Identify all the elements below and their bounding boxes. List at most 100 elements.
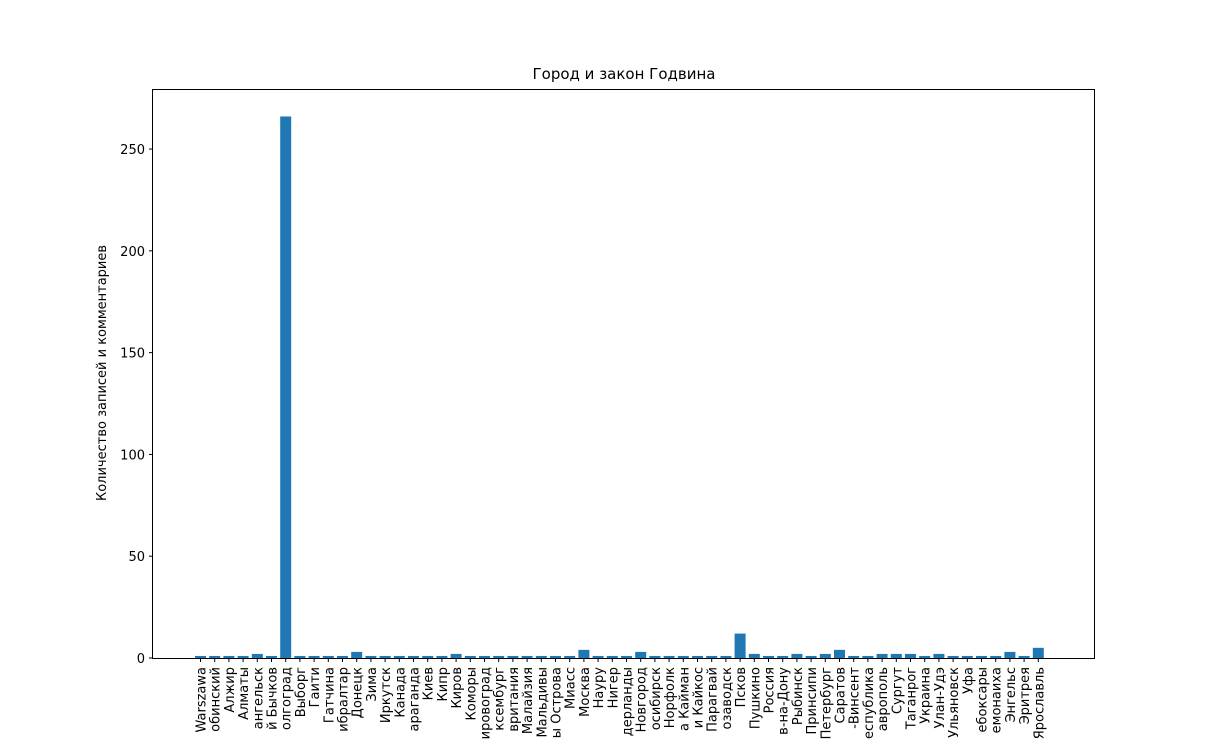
x-tick-label: ксембург (493, 667, 508, 731)
bar (436, 655, 448, 658)
bar (720, 655, 732, 658)
x-tick-label: Таганрог (905, 667, 920, 730)
bar (905, 653, 916, 658)
y-tick-label: 0 (137, 652, 145, 667)
x-tick-label: араганда (408, 667, 423, 731)
bar (649, 655, 661, 658)
x-tick-label: Зима (365, 667, 380, 702)
x-tick-label: Украина (919, 667, 934, 724)
bar (933, 653, 945, 658)
x-tick-label: Эритрея (1018, 667, 1033, 724)
x-tick-label: Выборг (294, 667, 309, 717)
bar (493, 655, 505, 658)
x-tick-label: аврополь (876, 667, 891, 731)
x-tick-label: в-на-Дону (777, 667, 792, 735)
x-tick-label: олгоград (280, 667, 295, 730)
x-tick-label: Канада (393, 667, 408, 718)
y-tick-label: 50 (128, 550, 145, 565)
bar (578, 649, 590, 658)
x-tick-label: Россия (763, 667, 778, 713)
x-tick-label: Алматы (237, 667, 252, 720)
bar (677, 655, 689, 658)
plot-frame (152, 89, 1095, 659)
bar (479, 655, 490, 658)
x-tick-label: Науру (592, 667, 607, 709)
bar (521, 655, 533, 658)
bar (805, 655, 817, 658)
x-tick-label: и Кайкос (692, 667, 707, 728)
x-tick-label: а Кайман (677, 667, 692, 731)
x-tick-label: Киров (450, 667, 465, 709)
bar (550, 655, 561, 658)
x-tick-label: еспублика (862, 667, 877, 739)
bar (592, 655, 604, 658)
x-tick-label: Улан-Удэ (933, 667, 948, 728)
x-tick-label: емонаиха (990, 667, 1005, 733)
bar (635, 651, 647, 658)
bar (507, 655, 519, 658)
x-tick-label: Алжир (223, 667, 238, 713)
bar (734, 633, 746, 658)
y-axis-label: Количество записей и комментариев (95, 245, 110, 501)
bar (379, 655, 391, 658)
y-tick-label: 200 (120, 245, 145, 260)
x-tick-label: осибирск (649, 667, 664, 730)
bar (862, 655, 874, 658)
x-tick-label: Warszawa (195, 667, 210, 733)
x-tick-label: Энгельс (1004, 667, 1019, 723)
bar (322, 655, 334, 658)
x-tick-label: Парагвай (706, 667, 721, 732)
bar (393, 655, 405, 658)
bar (237, 655, 249, 658)
x-tick-label: дерланды (621, 667, 636, 736)
bar (819, 653, 831, 658)
bar (351, 651, 363, 658)
x-tick-label: Сургут (890, 667, 905, 715)
bar (1032, 647, 1044, 658)
bar (621, 655, 632, 658)
bar (308, 655, 320, 658)
bar (195, 655, 206, 658)
x-tick-label: Пушкино (748, 667, 763, 729)
bar (422, 655, 434, 658)
bar (408, 655, 419, 658)
bar (919, 655, 931, 658)
x-tick-label: Петербург (819, 667, 834, 739)
bar (251, 653, 263, 658)
bar (876, 653, 888, 658)
bar (890, 653, 902, 658)
bar (1018, 655, 1030, 658)
y-tick-label: 250 (120, 143, 145, 158)
x-tick-label: ибралтар (337, 667, 352, 732)
bar (450, 653, 462, 658)
bar (706, 655, 718, 658)
bar (535, 655, 547, 658)
x-tick-label: Киев (422, 667, 437, 700)
bar (464, 655, 476, 658)
x-tick-label: Уфа (961, 667, 976, 694)
bar (791, 653, 803, 658)
plot-area: 0 50 100 150 200 250 Warszawa обинский Алжир Алма… (120, 116, 1047, 739)
x-tick-label: Малайзия (521, 667, 536, 734)
bar (564, 655, 576, 658)
bar (663, 655, 675, 658)
bar (777, 655, 789, 658)
x-tick-label: Рыбинск (791, 667, 806, 725)
bar (223, 655, 235, 658)
x-tick-label: Гаити (308, 667, 323, 707)
chart-title: Город и закон Годвина (533, 65, 716, 83)
bar (990, 655, 1002, 658)
x-tick-label: Саратов (834, 667, 849, 723)
x-tick-label: -Винсент (848, 667, 863, 729)
bar (834, 649, 845, 658)
x-tick-label: Норфолк (663, 667, 678, 728)
bar (947, 655, 959, 658)
bar (976, 655, 987, 658)
bar (961, 655, 973, 658)
y-tick-label: 100 (120, 448, 145, 463)
bar (280, 116, 292, 659)
x-tick-label: озаводск (720, 667, 735, 730)
bar (692, 655, 703, 658)
x-tick-label: ебоксары (976, 667, 991, 732)
